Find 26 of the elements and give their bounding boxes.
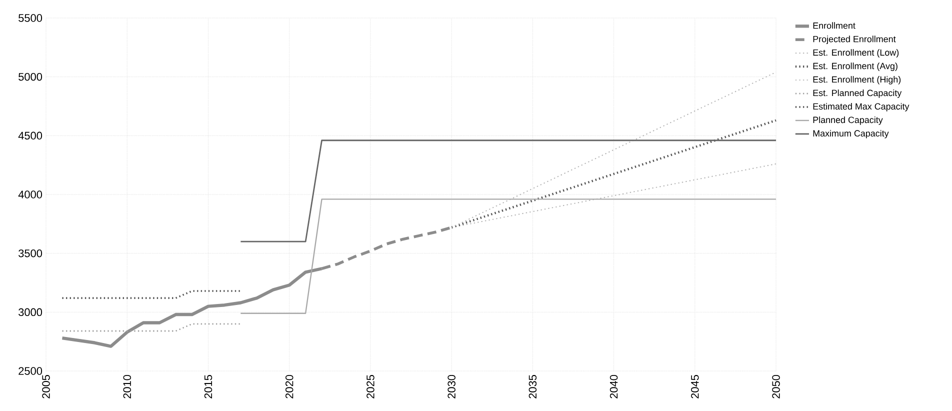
y-tick-label: 5000 <box>18 72 42 81</box>
legend-label: Est. Enrollment (Low) <box>813 49 899 58</box>
legend-label: Estimated Max Capacity <box>813 103 910 112</box>
legend-label: Projected Enrollment <box>813 36 896 44</box>
legend-label: Est. Planned Capacity <box>813 90 902 98</box>
x-tick-label: 2035 <box>528 374 537 398</box>
x-tick-label: 2040 <box>610 374 618 398</box>
legend-label: Maximum Capacity <box>813 130 889 138</box>
legend-label: Planned Capacity <box>813 116 883 125</box>
x-tick-label: 2015 <box>204 374 212 398</box>
x-tick-label: 2005 <box>42 374 50 398</box>
x-tick-label: 2010 <box>123 374 131 398</box>
legend-label: Est. Enrollment (Avg) <box>813 62 898 71</box>
legend-label: Enrollment <box>813 22 856 29</box>
x-tick-label: 2025 <box>366 374 374 398</box>
y-tick-label: 4500 <box>18 132 42 140</box>
y-tick-label: 3500 <box>18 249 42 258</box>
legend-label: Est. Enrollment (High) <box>813 76 901 84</box>
y-tick-label: 5500 <box>18 14 42 22</box>
x-tick-label: 2020 <box>285 374 294 398</box>
x-tick-label: 2050 <box>772 374 780 398</box>
y-tick-label: 4000 <box>18 190 42 198</box>
x-tick-label: 2030 <box>448 374 456 398</box>
x-tick-label: 2045 <box>691 374 699 398</box>
y-tick-label: 2500 <box>18 367 42 375</box>
y-tick-label: 3000 <box>18 308 42 316</box>
